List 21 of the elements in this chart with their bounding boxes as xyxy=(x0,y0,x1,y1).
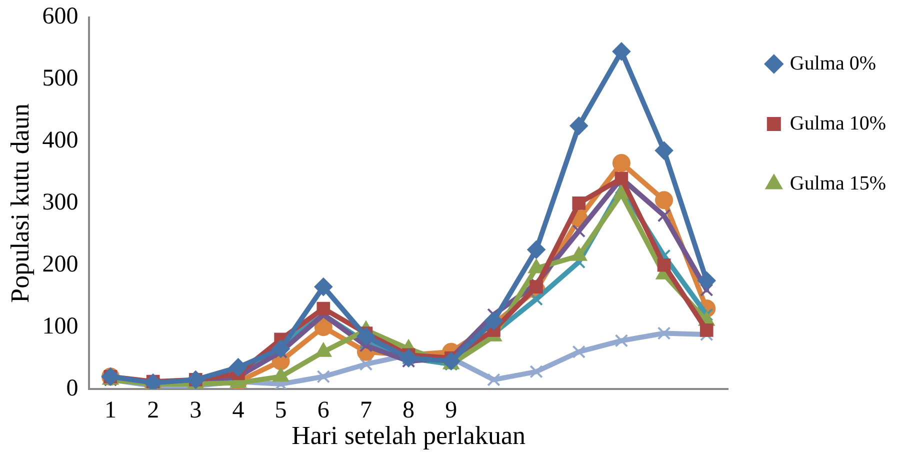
x-tick-label: 9 xyxy=(445,398,458,424)
x-tick-label: 4 xyxy=(232,398,244,424)
y-tick-label: 500 xyxy=(42,66,78,92)
legend-label: Gulma 15% xyxy=(790,172,886,194)
x-tick-label: 8 xyxy=(402,398,415,424)
x-tick-label: 5 xyxy=(274,398,287,424)
y-axis-title: Populasi kutu daun xyxy=(5,104,34,303)
y-tick-label: 200 xyxy=(42,251,78,278)
x-axis-title: Hari setelah perlakuan xyxy=(292,421,526,450)
y-tick-label: 600 xyxy=(42,4,78,30)
legend-label: Gulma 0% xyxy=(790,52,876,74)
legend-label: Gulma 10% xyxy=(790,112,886,134)
x-tick-label: 1 xyxy=(104,398,116,424)
y-tick-label: 0 xyxy=(66,375,78,402)
x-tick-label: 2 xyxy=(147,398,160,424)
y-tick-label: 400 xyxy=(42,128,78,154)
x-tick-label: 3 xyxy=(190,398,202,424)
y-tick-label: 300 xyxy=(42,189,78,216)
x-tick-label: 7 xyxy=(360,398,372,424)
y-tick-label: 100 xyxy=(42,313,78,340)
x-tick-label: 6 xyxy=(317,398,330,424)
